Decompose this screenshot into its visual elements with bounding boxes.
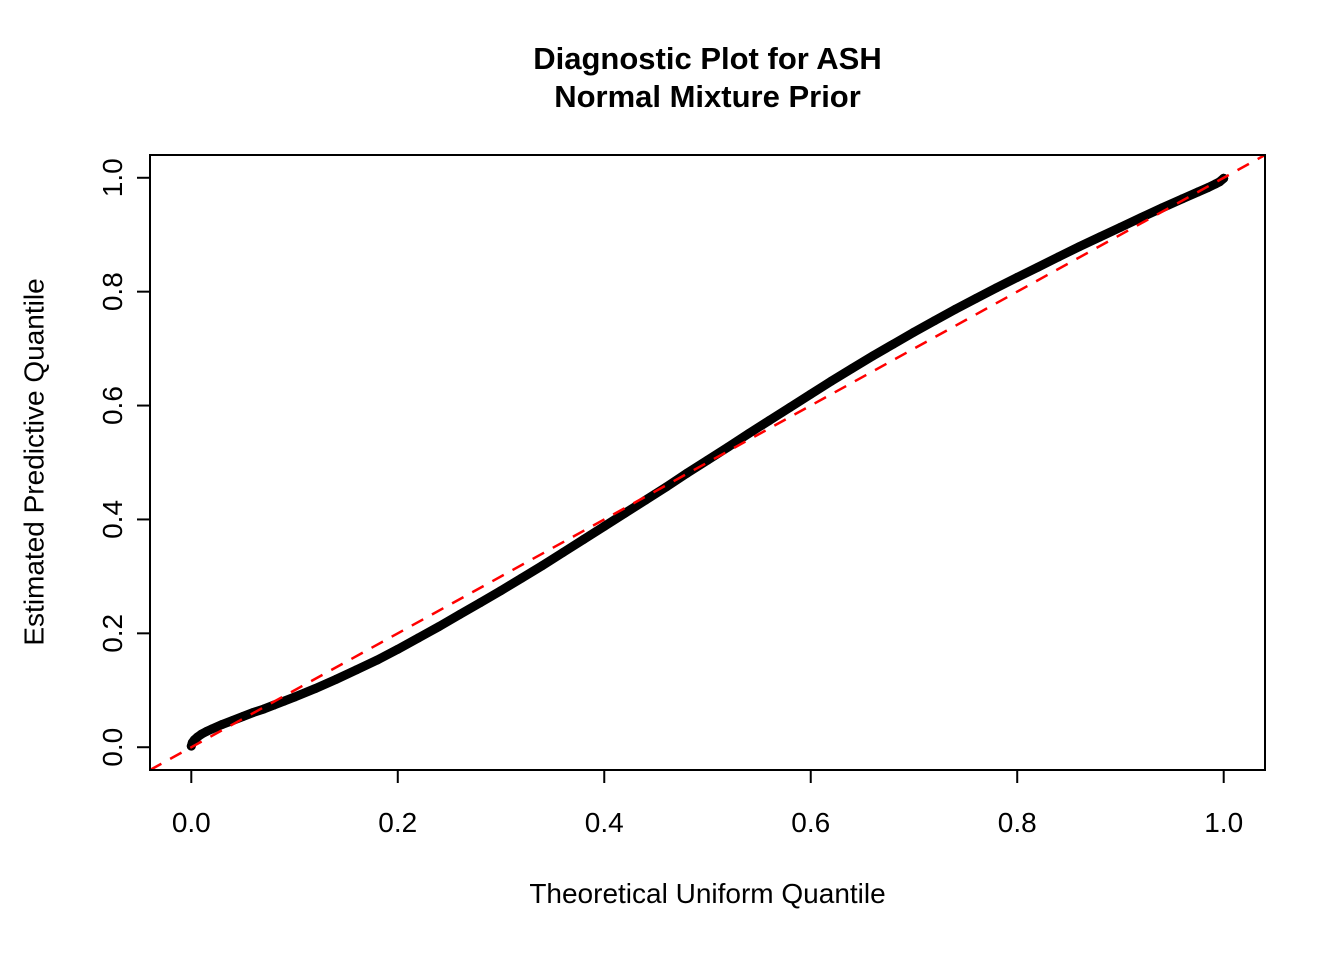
data-point bbox=[971, 294, 981, 303]
data-point bbox=[1116, 222, 1125, 232]
data-point bbox=[434, 622, 444, 631]
data-point bbox=[950, 304, 960, 314]
data-point bbox=[455, 610, 465, 619]
data-point bbox=[217, 719, 227, 729]
data-point bbox=[868, 351, 878, 361]
data-point bbox=[517, 573, 527, 583]
data-point bbox=[537, 561, 547, 571]
data-point bbox=[310, 684, 320, 694]
plot-box bbox=[149, 154, 1266, 771]
data-point bbox=[579, 534, 589, 544]
x-tick-label: 0.0 bbox=[172, 807, 211, 838]
data-point bbox=[1136, 213, 1146, 223]
y-tick-label: 0.2 bbox=[97, 614, 128, 653]
data-point bbox=[372, 655, 382, 665]
data-point bbox=[1012, 272, 1022, 282]
data-point bbox=[744, 429, 754, 438]
y-tick-label: 0.0 bbox=[97, 728, 128, 767]
plot-title-line2: Normal Mixture Prior bbox=[554, 79, 861, 114]
reference-line bbox=[149, 153, 1266, 772]
data-point bbox=[806, 389, 816, 399]
x-tick-label: 0.4 bbox=[585, 807, 624, 838]
data-point bbox=[703, 455, 712, 465]
data-point bbox=[723, 442, 733, 452]
data-point bbox=[826, 376, 836, 386]
data-point bbox=[207, 724, 217, 734]
plot-title: Diagnostic Plot for ASH Normal Mixture P… bbox=[150, 40, 1265, 116]
data-point bbox=[888, 339, 898, 349]
x-tick-label: 0.2 bbox=[378, 807, 417, 838]
data-point bbox=[290, 692, 299, 702]
data-point bbox=[331, 675, 341, 684]
x-tick-label: 0.6 bbox=[791, 807, 830, 838]
data-point bbox=[847, 364, 857, 373]
x-tick-label: 0.8 bbox=[998, 807, 1037, 838]
data-point bbox=[1074, 242, 1084, 252]
data-point bbox=[259, 704, 269, 714]
data-point bbox=[558, 548, 568, 557]
plot-title-line1: Diagnostic Plot for ASH bbox=[533, 41, 882, 76]
data-point bbox=[1095, 232, 1105, 242]
data-point bbox=[620, 508, 630, 518]
y-tick-label: 0.8 bbox=[97, 272, 128, 311]
y-tick-label: 0.4 bbox=[97, 500, 128, 539]
data-point bbox=[599, 521, 609, 531]
x-tick-label: 1.0 bbox=[1204, 807, 1243, 838]
data-point bbox=[764, 415, 774, 425]
data-point bbox=[909, 327, 919, 337]
y-tick-label: 1.0 bbox=[97, 158, 128, 197]
data-point bbox=[393, 644, 403, 654]
data-point bbox=[475, 598, 485, 608]
y-axis-title: Estimated Predictive Quantile bbox=[18, 278, 50, 646]
data-point bbox=[496, 586, 506, 596]
x-axis-title: Theoretical Uniform Quantile bbox=[529, 878, 886, 909]
data-point bbox=[641, 495, 651, 505]
data-point bbox=[661, 482, 671, 492]
data-point bbox=[785, 402, 795, 412]
data-point bbox=[1033, 262, 1043, 272]
data-point bbox=[1054, 252, 1063, 262]
data-point bbox=[992, 283, 1002, 293]
data-point bbox=[279, 696, 289, 706]
data-point bbox=[352, 665, 361, 675]
data-point bbox=[930, 316, 940, 326]
data-point bbox=[413, 633, 423, 643]
y-tick-label: 0.6 bbox=[97, 386, 128, 425]
